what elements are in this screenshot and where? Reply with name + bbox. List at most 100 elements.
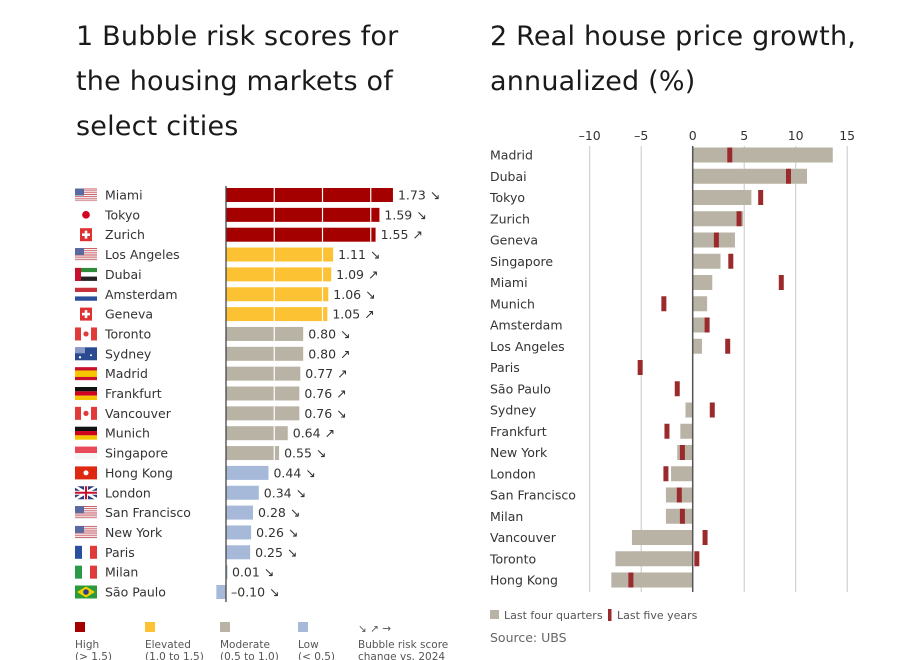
city-label: Dubai xyxy=(105,267,142,282)
legend-swatch xyxy=(298,622,308,632)
value-label: 0.26 ↘ xyxy=(256,525,298,540)
us-flag-icon xyxy=(75,506,97,520)
five-year-marker xyxy=(785,168,791,184)
legend-range: (1.0 to 1.5) xyxy=(145,651,204,660)
canada-flag-icon xyxy=(75,327,97,341)
four-quarter-bar xyxy=(692,232,735,248)
legend-swatch xyxy=(75,622,85,632)
four-quarter-bar xyxy=(671,466,693,482)
bar-row: New York xyxy=(490,445,693,460)
five-year-marker xyxy=(679,445,685,460)
city-label: Vancouver xyxy=(490,530,557,545)
bar-row: Vancouver xyxy=(490,530,708,545)
value-label: –0.10 ↘ xyxy=(231,585,280,600)
city-label: Singapore xyxy=(105,446,168,461)
bar-row: Los Angeles xyxy=(490,338,731,354)
bar-row: Sydney xyxy=(490,402,715,418)
bar-row: Amsterdam xyxy=(490,317,710,333)
city-label: Amsterdam xyxy=(105,287,178,302)
five-year-marker xyxy=(728,253,734,269)
five-year-marker xyxy=(674,381,680,397)
five-year-marker xyxy=(676,487,682,503)
bar-row: Munich 0.64 ↗ xyxy=(75,426,335,441)
bar-row: San Francisco 0.28 ↘ xyxy=(75,505,300,520)
bar-row: Tokyo xyxy=(489,190,764,205)
bar-row: Sydney 0.80 ↗ xyxy=(75,346,350,361)
legend-label: Low xyxy=(298,639,319,651)
city-label: Zurich xyxy=(490,211,530,226)
value-label: 1.59 ↘ xyxy=(384,207,426,222)
four-quarter-bar xyxy=(692,190,752,205)
four-quarter-bar xyxy=(692,168,808,184)
source-note: Source: UBS xyxy=(490,630,567,645)
value-label: 0.76 ↘ xyxy=(304,406,346,421)
city-label: Madrid xyxy=(105,366,148,381)
bar xyxy=(226,406,300,421)
value-label: 1.05 ↗ xyxy=(332,307,374,322)
uae-flag-icon xyxy=(75,267,97,281)
bar-row: Dubai xyxy=(490,168,808,184)
legend-label: Elevated xyxy=(145,639,191,651)
city-label: Sydney xyxy=(490,403,537,418)
four-quarter-bar xyxy=(692,338,702,354)
value-label: 0.80 ↗ xyxy=(308,346,350,361)
singapore-flag-icon xyxy=(75,446,97,460)
bar xyxy=(226,267,332,282)
bar-row: Zurich xyxy=(490,211,744,227)
bar xyxy=(226,545,251,560)
bar xyxy=(226,287,329,302)
five-year-marker xyxy=(628,572,634,588)
us-flag-icon xyxy=(75,525,97,539)
five-year-marker xyxy=(704,317,710,333)
legend-arrows-label: change vs. 2024 xyxy=(358,651,445,660)
bar xyxy=(226,227,376,242)
four-quarter-bar xyxy=(680,423,693,439)
legend-item-high: High(> 1.5) xyxy=(75,622,112,660)
bar xyxy=(226,366,301,381)
city-label: London xyxy=(105,485,151,500)
city-label: San Francisco xyxy=(490,488,576,503)
bar xyxy=(226,188,393,202)
bar xyxy=(226,386,300,401)
legend-range: (> 1.5) xyxy=(75,651,112,660)
four-quarter-bar xyxy=(685,402,693,418)
legend-swatch xyxy=(220,622,230,632)
value-label: 1.73 ↘ xyxy=(398,188,440,203)
x-tick-label: 0 xyxy=(689,128,697,143)
us-flag-icon xyxy=(75,188,97,202)
chart1-title: 1 Bubble risk scores for the housing mar… xyxy=(76,21,399,142)
x-tick-label: 15 xyxy=(839,128,855,143)
bar-row: São Paulo xyxy=(490,381,680,397)
value-label: 0.55 ↘ xyxy=(284,446,326,461)
five-year-marker xyxy=(694,551,700,567)
five-year-marker xyxy=(709,402,715,418)
five-year-marker xyxy=(727,147,733,163)
four-quarter-bar xyxy=(692,147,833,163)
legend-swatch xyxy=(490,610,499,619)
five-year-marker xyxy=(661,296,667,312)
bar-row: London xyxy=(490,466,693,482)
bar-row: Paris xyxy=(490,360,643,375)
bar-row: Toronto xyxy=(489,551,700,567)
legend-arrows-label: Bubble risk score xyxy=(358,639,448,651)
city-label: Geneva xyxy=(490,233,538,248)
value-label: 0.34 ↘ xyxy=(264,485,306,500)
city-label: Tokyo xyxy=(489,190,525,205)
spain-flag-icon xyxy=(75,367,97,381)
four-quarter-bar xyxy=(631,530,693,545)
x-tick-label: 10 xyxy=(788,128,804,143)
four-quarter-bar xyxy=(692,253,721,269)
bar xyxy=(226,326,304,341)
bar-row: São Paulo –0.10 ↘ xyxy=(75,585,280,600)
city-label: São Paulo xyxy=(490,381,551,396)
legend-range: (< 0.5) xyxy=(298,651,335,660)
legend-label: Last five years xyxy=(617,609,698,622)
city-label: Madrid xyxy=(490,148,533,163)
germany-flag-icon xyxy=(75,387,97,400)
city-label: San Francisco xyxy=(105,505,191,520)
france-flag-icon xyxy=(75,545,97,559)
city-label: Geneva xyxy=(105,307,153,322)
bar xyxy=(226,505,254,520)
city-label: Los Angeles xyxy=(105,247,180,262)
x-tick-label: –10 xyxy=(579,128,601,143)
